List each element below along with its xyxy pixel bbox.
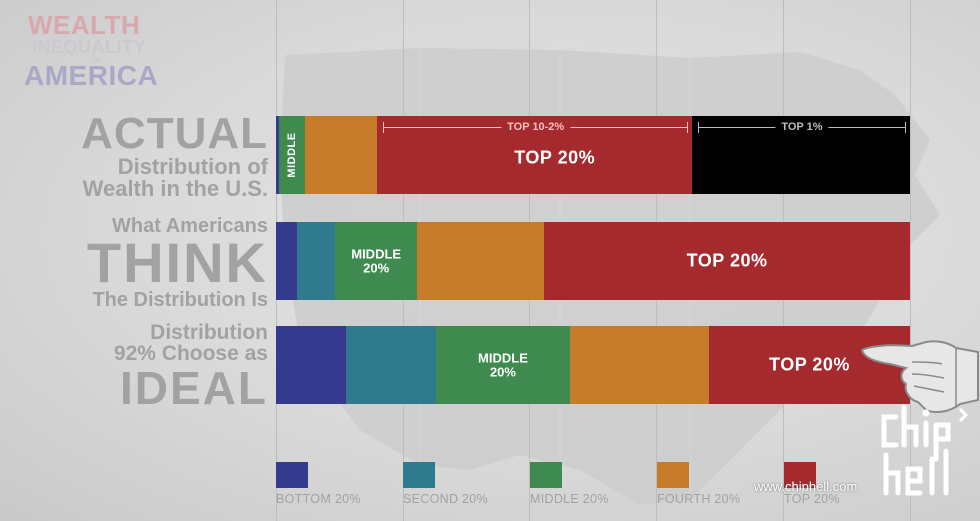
legend-item: TOP 20%: [784, 462, 840, 506]
legend-label: SECOND 20%: [403, 492, 488, 506]
row-label-heading: ACTUAL: [81, 109, 268, 158]
legend-item: BOTTOM 20%: [276, 462, 360, 506]
bar-segment-top-20: TOP 20%: [709, 326, 910, 404]
bar-segment-second-20: [346, 326, 437, 404]
legend-swatch: [657, 462, 689, 488]
row-label-heading: THINK: [86, 231, 268, 295]
row-label-text: Distribution: [150, 321, 268, 344]
bar-segment-top-20: TOP 20%: [544, 222, 910, 300]
segment-label: MIDDLE: [285, 132, 298, 178]
legend-swatch: [530, 462, 562, 488]
bar-segment-middle-20: MIDDLE: [279, 116, 305, 194]
row-label-text: What Americans: [112, 215, 268, 237]
row-label-text: Wealth in the U.S.: [82, 176, 268, 202]
bar-segment-fourth-20: [417, 222, 545, 300]
segment-label-line: MIDDLE: [478, 350, 528, 366]
segment-label: MIDDLE 20%: [478, 351, 528, 378]
gridline: [910, 0, 911, 521]
bracket-label: TOP 1%: [775, 121, 829, 133]
logo-line-inequality: INEQUALITY: [32, 37, 147, 57]
legend-swatch: [784, 462, 816, 488]
legend-item: MIDDLE 20%: [530, 462, 608, 506]
bar-segment-fourth-20: [569, 326, 709, 404]
bar-segment-bottom-20: [276, 116, 280, 194]
watermark-url: www.chiphell.com: [754, 479, 858, 494]
segment-label: TOP 20%: [686, 250, 768, 271]
bar-ideal: MIDDLE 20% TOP 20%: [276, 326, 910, 404]
bracket-label: TOP 10-2%: [501, 121, 571, 133]
bar-segment-second-20: [296, 222, 335, 300]
bar-think: MIDDLE 20% TOP 20%: [276, 222, 910, 300]
legend-swatch: [403, 462, 435, 488]
logo-line-america: AMERICA: [24, 60, 159, 91]
bracket-top-1: TOP 1%: [697, 121, 906, 134]
row-label-text: Distribution of: [117, 154, 268, 179]
legend-label: MIDDLE 20%: [530, 492, 609, 506]
legend-label: FOURTH 20%: [657, 492, 741, 506]
bar-segment-middle-20: MIDDLE 20%: [334, 222, 418, 300]
legend-item: FOURTH 20%: [657, 462, 740, 506]
bar-actual: MIDDLE TOP 10-2% TOP 1% TOP 20%: [276, 116, 910, 194]
row-label-actual: ACTUAL Distribution of Wealth in the U.S…: [81, 112, 268, 201]
bar-segment-middle-20: MIDDLE 20%: [436, 326, 570, 404]
bar-segment-bottom-20: [276, 326, 347, 404]
chiphell-logo: [881, 404, 969, 496]
row-label-ideal: Distribution 92% Choose as IDEAL: [114, 322, 268, 411]
bar-segment-bottom-20: [276, 222, 297, 300]
legend-label: BOTTOM 20%: [276, 492, 361, 506]
bar-segment-fourth-20: [304, 116, 378, 194]
legend-item: SECOND 20%: [403, 462, 488, 506]
logo-line-in: IN: [92, 56, 101, 65]
segment-label-line: 20%: [489, 364, 516, 379]
row-label-heading: IDEAL: [120, 361, 268, 414]
row-label-think: What Americans THINK The Distribution Is: [87, 216, 268, 310]
segment-label-line: MIDDLE: [351, 246, 402, 262]
row-label-text: The Distribution Is: [92, 288, 268, 311]
segment-label-line: 20%: [363, 260, 390, 275]
logo-line-wealth: WEALTH: [28, 10, 141, 40]
segment-label: MIDDLE 20%: [351, 247, 401, 274]
row-label-text: 92% Choose as: [113, 342, 268, 366]
legend-swatch: [276, 462, 308, 488]
segment-label: TOP 20%: [514, 147, 596, 168]
legend-label: TOP 20%: [784, 492, 840, 506]
segment-label: TOP 20%: [769, 354, 850, 375]
bracket-top-10-2: TOP 10-2%: [383, 121, 688, 134]
